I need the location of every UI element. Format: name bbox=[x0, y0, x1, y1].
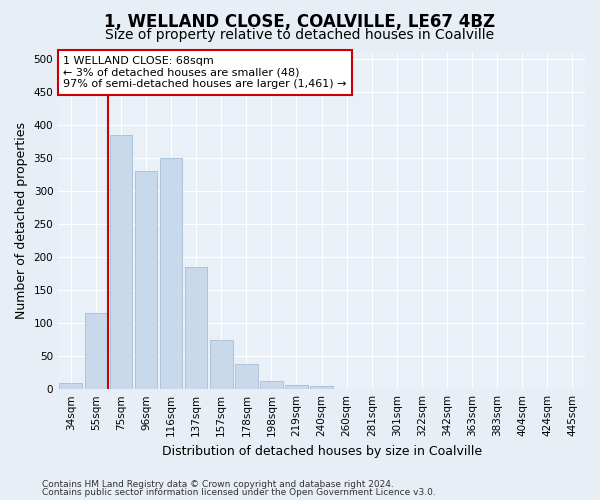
Y-axis label: Number of detached properties: Number of detached properties bbox=[15, 122, 28, 320]
Bar bbox=[335, 388, 358, 389]
Bar bbox=[110, 135, 132, 389]
Bar bbox=[285, 385, 308, 389]
Bar bbox=[235, 364, 257, 389]
Text: 1, WELLAND CLOSE, COALVILLE, LE67 4BZ: 1, WELLAND CLOSE, COALVILLE, LE67 4BZ bbox=[104, 12, 496, 30]
Text: Size of property relative to detached houses in Coalville: Size of property relative to detached ho… bbox=[106, 28, 494, 42]
Bar bbox=[210, 340, 233, 389]
Bar bbox=[561, 388, 584, 389]
Bar bbox=[461, 388, 484, 389]
Text: 1 WELLAND CLOSE: 68sqm
← 3% of detached houses are smaller (48)
97% of semi-deta: 1 WELLAND CLOSE: 68sqm ← 3% of detached … bbox=[64, 56, 347, 89]
Bar bbox=[310, 386, 333, 389]
Bar bbox=[160, 158, 182, 389]
Text: Contains public sector information licensed under the Open Government Licence v3: Contains public sector information licen… bbox=[42, 488, 436, 497]
Bar bbox=[134, 172, 157, 389]
Bar bbox=[85, 314, 107, 389]
Text: Contains HM Land Registry data © Crown copyright and database right 2024.: Contains HM Land Registry data © Crown c… bbox=[42, 480, 394, 489]
X-axis label: Distribution of detached houses by size in Coalville: Distribution of detached houses by size … bbox=[161, 444, 482, 458]
Bar bbox=[59, 382, 82, 389]
Bar bbox=[260, 382, 283, 389]
Bar bbox=[185, 267, 208, 389]
Bar bbox=[536, 388, 559, 389]
